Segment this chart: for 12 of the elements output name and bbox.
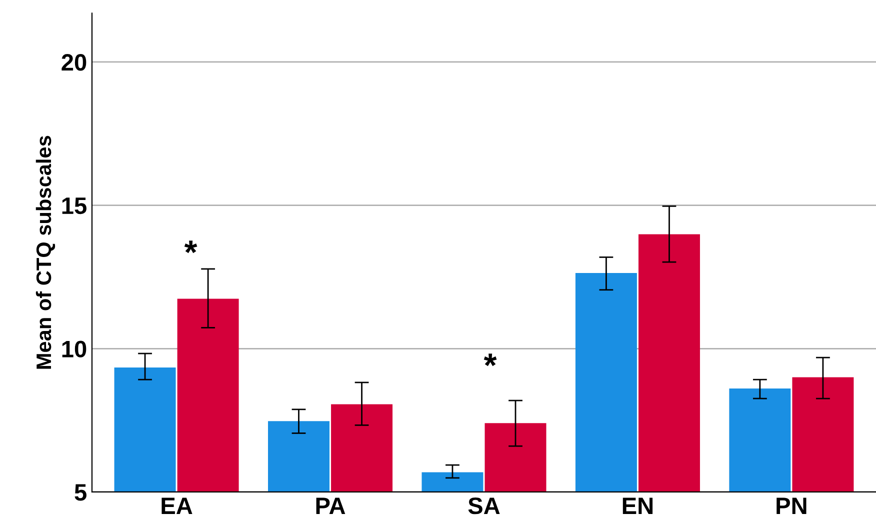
y-tick-label: 10	[62, 340, 86, 358]
x-tick-label: PA	[316, 498, 346, 514]
x-tick-label: EA	[162, 498, 192, 514]
annotation: *	[484, 354, 497, 366]
x-tick-label: PN	[776, 498, 806, 514]
x-tick-label: SA	[468, 497, 500, 514]
y-tick-label: 15	[62, 198, 86, 214]
x-tick-label: EN	[622, 498, 653, 514]
y-axis-title: Mean of CTQ subscales	[36, 136, 56, 369]
annotation: *	[184, 240, 198, 254]
y-tick-label: 5	[74, 484, 86, 501]
y-tick-label: 20	[62, 54, 86, 71]
